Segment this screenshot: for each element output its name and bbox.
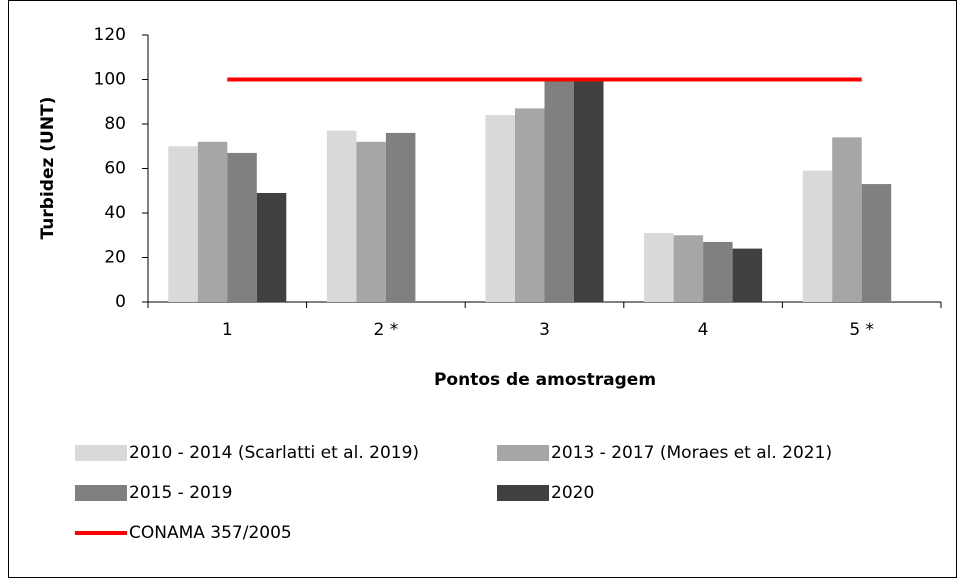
x-tick-label: 1: [222, 320, 233, 340]
bar: [385, 132, 416, 302]
y-tick-label: 80: [104, 114, 126, 134]
x-tick-label: 2 *: [374, 320, 399, 340]
y-tick-label: 100: [94, 70, 126, 90]
bar: [326, 130, 357, 302]
bar: [356, 141, 386, 302]
bar: [227, 152, 257, 302]
y-tick-label: 20: [104, 248, 126, 268]
bar: [574, 79, 604, 302]
legend-label: CONAMA 357/2005: [129, 523, 292, 543]
legend-label: 2015 - 2019: [129, 483, 232, 503]
bar: [544, 79, 574, 302]
y-tick-label: 60: [104, 159, 126, 179]
bar: [703, 241, 733, 302]
bar: [485, 115, 515, 302]
legend-swatch: [75, 485, 127, 501]
bar: [673, 235, 704, 302]
bar: [732, 248, 763, 302]
x-tick-label: 4: [698, 320, 709, 340]
y-tick-label: 0: [115, 292, 126, 312]
bar: [168, 146, 198, 302]
legend-label: 2013 - 2017 (Moraes et al. 2021): [551, 443, 832, 463]
bar: [197, 141, 228, 302]
x-axis-title: Pontos de amostragem: [434, 370, 656, 390]
bar: [256, 192, 287, 302]
bar: [515, 108, 545, 302]
y-tick-label: 120: [94, 25, 126, 45]
y-axis-title: Turbidez (UNT): [38, 97, 58, 240]
bar: [644, 233, 674, 302]
legend-swatch: [497, 485, 549, 501]
chart-frame: [8, 0, 957, 578]
legend-label: 2020: [551, 483, 594, 503]
x-tick-label: 5 *: [849, 320, 874, 340]
bar: [802, 170, 833, 302]
legend-label: 2010 - 2014 (Scarlatti et al. 2019): [129, 443, 419, 463]
bar: [832, 137, 862, 302]
legend-swatch: [497, 445, 549, 461]
legend-swatch: [75, 445, 127, 461]
y-tick-label: 40: [104, 203, 126, 223]
x-tick-label: 3: [539, 320, 550, 340]
bar: [861, 184, 892, 302]
